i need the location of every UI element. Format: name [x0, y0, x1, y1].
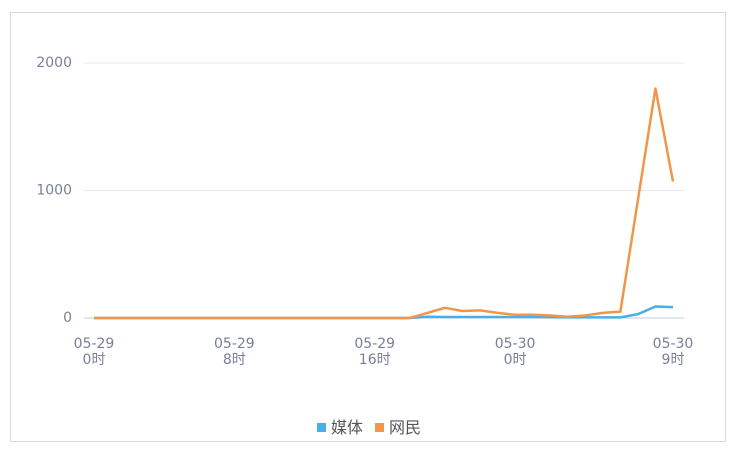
x-tick-label: 05-29 0时 — [73, 336, 115, 368]
legend-item: 媒体 — [316, 414, 363, 438]
y-tick-label: 1000 — [36, 183, 72, 199]
legend-label: 网民 — [389, 418, 422, 437]
y-tick-label: 0 — [63, 310, 72, 326]
legend-swatch — [316, 423, 326, 432]
chart-frame — [10, 12, 726, 442]
legend-item: 网民 — [375, 414, 421, 438]
legend: 媒体 网民 — [0, 414, 738, 438]
x-tick-label: 05-30 0时 — [494, 336, 536, 368]
y-tick-label: 2000 — [36, 55, 72, 71]
x-tick-label: 05-29 8时 — [214, 336, 255, 368]
x-tick-label: 05-29 16时 — [354, 336, 396, 368]
legend-label: 媒体 — [330, 418, 363, 437]
series-line — [94, 87, 675, 320]
x-tick-label: 05-30 9时 — [652, 336, 694, 368]
legend-swatch — [375, 423, 384, 432]
